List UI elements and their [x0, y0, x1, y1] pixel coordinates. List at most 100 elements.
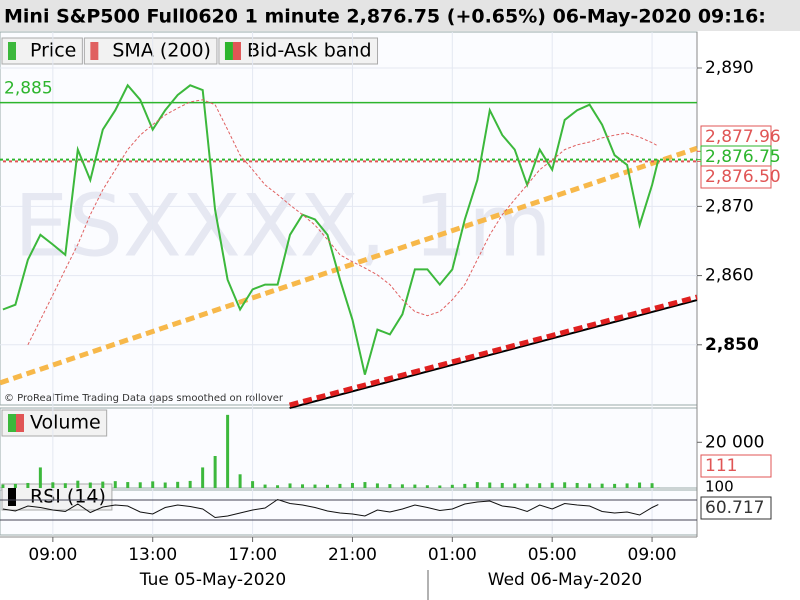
- trend-line: [288, 294, 698, 408]
- legend-swatch: [16, 414, 24, 432]
- rsi-panel: [0, 489, 698, 536]
- legend-box: [218, 37, 379, 65]
- bar: [201, 467, 205, 488]
- bar: [176, 481, 180, 488]
- bar: [588, 483, 592, 488]
- day-label: Wed 06-May-2020: [488, 570, 642, 590]
- x-tick-label: 09:00: [628, 545, 677, 565]
- y-tick-label: 100: [705, 478, 734, 496]
- bar: [513, 483, 517, 488]
- bar: [76, 480, 80, 488]
- bar: [276, 485, 280, 488]
- bar: [113, 481, 117, 488]
- bar: [338, 483, 342, 488]
- price-panel: [0, 31, 698, 406]
- bar: [325, 484, 329, 488]
- bar: [538, 483, 542, 488]
- bar: [613, 483, 617, 488]
- legend-swatch: [224, 42, 233, 60]
- bar: [638, 482, 642, 488]
- bar: [63, 483, 67, 488]
- legend-swatch: [8, 42, 16, 60]
- legend-label: Volume: [30, 412, 101, 434]
- x-tick-label: 01:00: [428, 545, 477, 565]
- bar: [363, 482, 367, 488]
- bar: [475, 482, 479, 488]
- y-tick-label: 2,860: [705, 266, 754, 286]
- bar: [1, 484, 5, 488]
- bar: [163, 482, 167, 488]
- trend-line: [0, 145, 698, 386]
- value-box: [700, 165, 772, 189]
- bar: [425, 485, 429, 488]
- note: © ProRealTime Trading Data gaps smoothed…: [4, 393, 284, 404]
- legend-box: [1, 483, 113, 511]
- bar: [88, 482, 92, 488]
- series-line: [2, 83, 660, 375]
- bar: [101, 481, 105, 488]
- bar: [226, 414, 230, 488]
- x-tick-label: 09:00: [28, 545, 77, 565]
- legend-label: Bid-Ask band: [247, 40, 372, 62]
- series-line: [2, 498, 659, 519]
- bar: [388, 484, 392, 488]
- x-tick-label: 05:00: [528, 545, 577, 565]
- value-box: [700, 496, 772, 520]
- value-label: 2,876.75: [705, 147, 781, 167]
- bar: [413, 484, 417, 488]
- bar: [575, 482, 579, 488]
- bar: [251, 481, 255, 488]
- y-tick-label: 2,890: [705, 58, 754, 78]
- bar: [375, 483, 379, 488]
- legend-swatch: [90, 42, 99, 60]
- series-line: [27, 99, 659, 346]
- bar: [38, 467, 42, 488]
- bar: [525, 483, 529, 488]
- bar: [650, 483, 654, 488]
- bar: [550, 482, 554, 488]
- legend-swatch: [8, 488, 16, 506]
- y-tick-label: 20 000: [705, 432, 764, 452]
- volume-panel: [0, 407, 698, 489]
- x-tick-label: 17:00: [228, 545, 277, 565]
- value-label: 60.717: [705, 498, 764, 518]
- bar: [488, 482, 492, 488]
- x-tick-label: 13:00: [128, 545, 177, 565]
- legend-label: RSI (14): [30, 486, 106, 508]
- legend-swatch: [232, 42, 241, 60]
- legend-box: [83, 37, 218, 65]
- bar: [138, 482, 142, 488]
- bar: [13, 483, 17, 488]
- bar: [238, 474, 242, 488]
- bar: [213, 456, 217, 488]
- bar: [563, 482, 567, 488]
- legend-label: SMA (200): [112, 40, 211, 62]
- bar: [600, 483, 604, 488]
- value-label: 111: [705, 456, 737, 476]
- trend-line-base: [289, 299, 698, 409]
- bar: [188, 480, 192, 488]
- bar: [450, 484, 454, 488]
- y-tick-label: 2,870: [705, 196, 754, 216]
- y-tick-label: 2,850: [705, 335, 759, 355]
- bar: [313, 484, 317, 488]
- value-box: [700, 454, 772, 478]
- bar: [126, 482, 130, 488]
- chart-title: Mini S&P500 Full0620 1 minute 2,876.75 (…: [4, 6, 766, 28]
- bar: [400, 484, 404, 488]
- bar: [463, 483, 467, 488]
- bar: [263, 484, 267, 488]
- bar: [438, 485, 442, 488]
- bar: [301, 484, 305, 488]
- day-label: Tue 05-May-2020: [139, 570, 286, 590]
- bar: [26, 482, 30, 488]
- value-label: 2,876.50: [705, 167, 781, 187]
- level-label: 2,885: [4, 79, 53, 99]
- bar: [350, 482, 354, 488]
- bar: [51, 482, 55, 488]
- legend-swatch: [8, 414, 16, 432]
- bar: [288, 483, 292, 488]
- x-tick-label: 21:00: [328, 545, 377, 565]
